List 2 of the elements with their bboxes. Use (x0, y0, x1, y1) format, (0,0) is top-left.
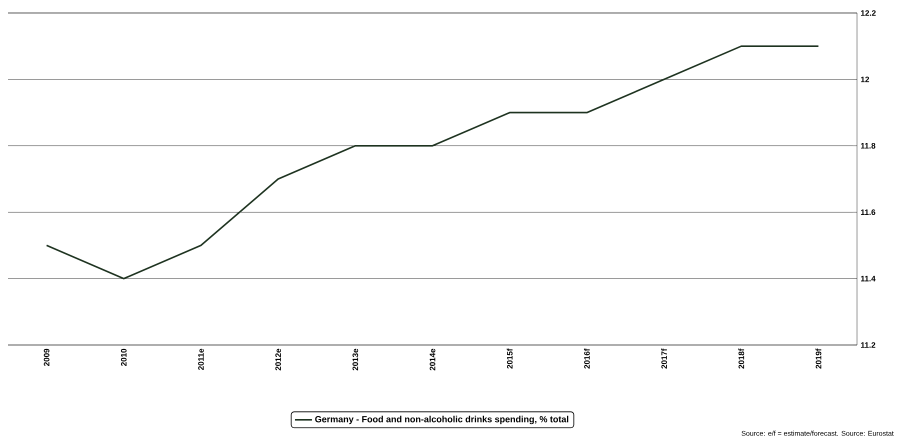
line-series (46, 45, 820, 280)
legend-label: Germany - Food and non-alcoholic drinks spending, % total (315, 416, 568, 424)
